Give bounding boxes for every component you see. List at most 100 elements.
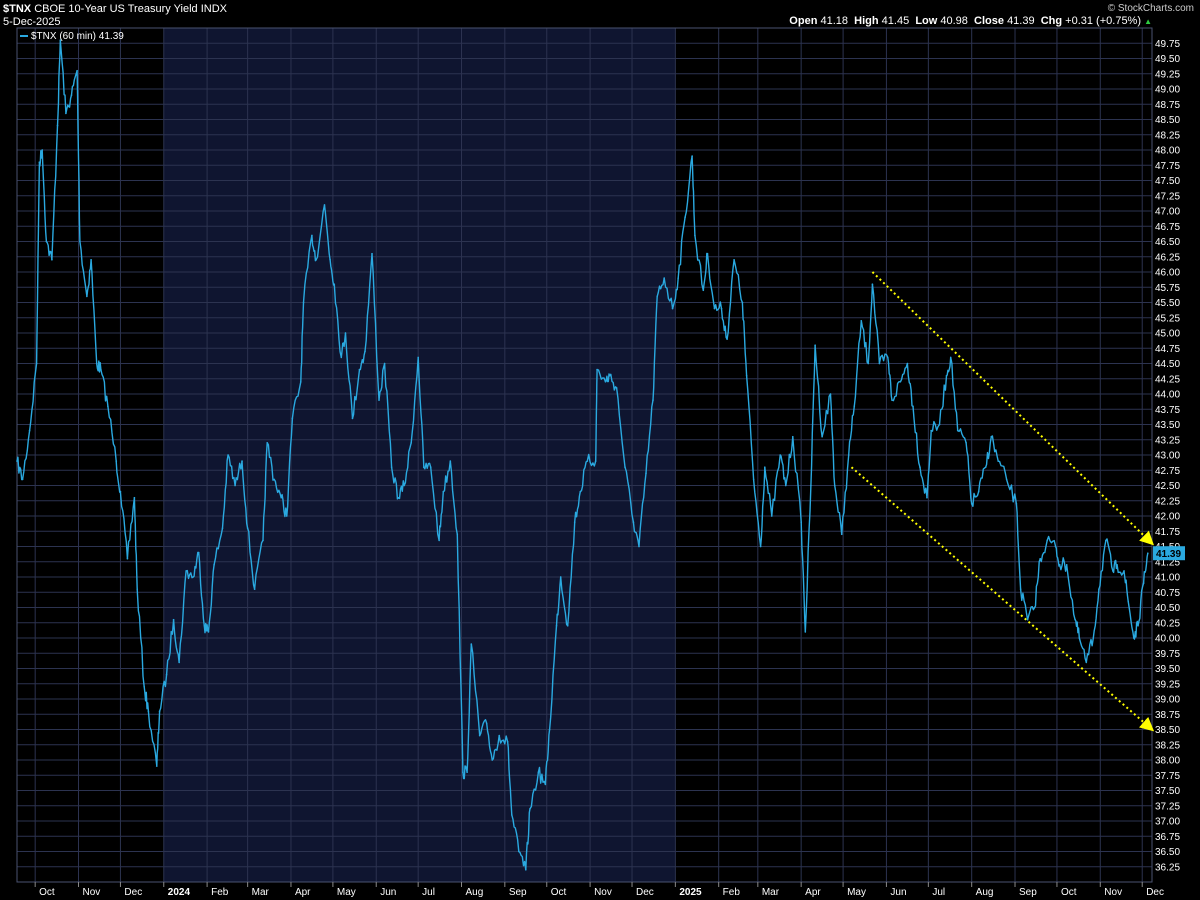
data-point — [741, 301, 744, 304]
data-point — [814, 344, 816, 347]
x-tick-label: Dec — [636, 887, 654, 898]
y-tick-label: 38.25 — [1155, 740, 1180, 751]
data-point — [997, 460, 1000, 462]
x-tick-label: Nov — [594, 887, 612, 898]
data-point — [178, 661, 180, 664]
data-point — [100, 368, 102, 371]
data-point — [273, 478, 275, 481]
legend-swatch — [20, 35, 28, 38]
data-point — [970, 503, 973, 505]
data-point — [1058, 564, 1061, 566]
y-tick-label: 48.75 — [1155, 100, 1180, 111]
data-point — [977, 490, 980, 493]
data-point — [403, 484, 405, 487]
data-point — [965, 442, 967, 444]
data-point — [949, 356, 952, 359]
data-point — [1065, 564, 1068, 566]
y-tick-label: 43.50 — [1155, 420, 1180, 431]
y-tick-label: 42.25 — [1155, 496, 1180, 507]
y-tick-label: 47.25 — [1155, 191, 1180, 202]
data-point — [45, 240, 48, 243]
legend-label: $TNX (60 min) 41.39 — [31, 31, 124, 42]
data-point — [364, 350, 366, 353]
data-point — [579, 490, 582, 493]
data-point — [529, 808, 531, 810]
last-value-box — [1153, 546, 1185, 561]
data-point — [253, 588, 256, 590]
data-point — [498, 734, 501, 737]
data-point — [691, 155, 693, 157]
data-point — [559, 576, 562, 578]
data-point — [158, 710, 161, 712]
data-point — [544, 783, 547, 786]
data-point — [371, 252, 373, 255]
y-tick-label: 40.00 — [1155, 634, 1180, 645]
data-point — [456, 533, 459, 536]
x-tick-label: May — [337, 887, 356, 898]
header-symbol-line: $TNX CBOE 10-Year US Treasury Yield INDX — [3, 3, 227, 16]
data-point — [1054, 545, 1057, 548]
data-point — [358, 368, 361, 371]
data-point — [329, 259, 331, 261]
data-point — [1005, 478, 1008, 481]
data-point — [323, 204, 326, 206]
x-tick-label: Jun — [380, 887, 396, 898]
series-line-tnx[interactable] — [16, 39, 1149, 871]
y-tick-label: 48.00 — [1155, 146, 1180, 157]
data-point — [344, 332, 347, 334]
data-point — [833, 484, 836, 487]
data-point — [147, 710, 150, 712]
data-point — [694, 234, 696, 237]
data-point — [38, 161, 41, 163]
data-point — [891, 399, 893, 401]
x-tick-label: Jul — [422, 887, 435, 898]
data-point — [462, 771, 464, 773]
y-tick-label: 44.50 — [1155, 359, 1180, 370]
y-tick-label: 37.75 — [1155, 771, 1180, 782]
x-tick-label: Apr — [805, 887, 821, 898]
y-tick-label: 36.25 — [1155, 862, 1180, 873]
data-point — [397, 496, 400, 499]
data-point — [906, 362, 909, 365]
data-point — [485, 722, 488, 725]
y-tick-label: 38.00 — [1155, 756, 1180, 767]
data-point — [645, 472, 647, 475]
data-point — [383, 362, 386, 365]
data-point — [604, 381, 607, 383]
y-tick-label: 47.00 — [1155, 207, 1180, 218]
data-point — [511, 814, 513, 816]
data-point — [227, 454, 229, 456]
y-tick-label: 44.00 — [1155, 390, 1180, 401]
high-value: 41.45 — [881, 15, 910, 27]
data-point — [899, 381, 902, 383]
data-point — [1092, 637, 1095, 639]
data-point — [615, 387, 618, 389]
data-point — [1078, 637, 1081, 639]
data-point — [759, 545, 762, 548]
y-tick-label: 42.75 — [1155, 466, 1180, 477]
x-tick-label: Oct — [551, 887, 567, 898]
x-axis-ticks: Oct Nov Dec 2024 Feb Mar Apr May Jun Jul Aug Sep Oct… — [34, 882, 1164, 898]
data-point — [126, 557, 129, 560]
y-tick-label: 46.50 — [1155, 237, 1180, 248]
data-point — [35, 362, 38, 365]
data-point — [784, 484, 787, 487]
data-point — [478, 734, 481, 737]
data-point — [573, 521, 576, 523]
y-tick-label: 46.00 — [1155, 268, 1180, 279]
x-tick-label: May — [847, 887, 866, 898]
trend-line-lower[interactable] — [850, 466, 1155, 732]
y-tick-label: 40.50 — [1155, 603, 1180, 614]
y-tick-label: 49.00 — [1155, 85, 1180, 96]
open-value: 41.18 — [820, 15, 849, 27]
data-point — [86, 295, 88, 298]
data-point — [262, 539, 264, 542]
y-tick-label: 49.50 — [1155, 54, 1180, 65]
data-point — [21, 478, 24, 481]
data-point — [302, 301, 305, 304]
data-point — [280, 496, 282, 499]
source-credit[interactable]: © StockCharts.com — [1107, 3, 1194, 14]
data-point — [594, 460, 597, 462]
y-tick-label: 40.75 — [1155, 588, 1180, 599]
